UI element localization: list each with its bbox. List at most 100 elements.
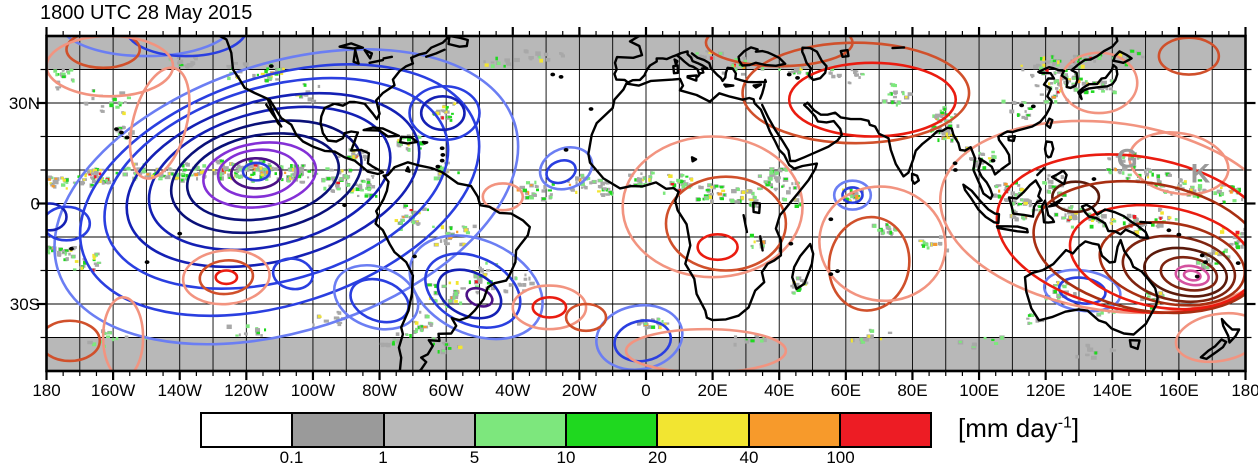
lat-tick-label: 30S (10, 295, 40, 314)
contour-line (1174, 264, 1210, 287)
coastline-path (1080, 203, 1150, 240)
colorbar-segment (291, 414, 383, 446)
map-body: GK (46, 36, 1246, 371)
coastline-path (891, 46, 906, 50)
coastline-path (425, 48, 446, 58)
contour-line (1174, 311, 1246, 364)
coastline-path (1199, 338, 1228, 361)
coastline-path (1077, 63, 1119, 101)
coastline-path (1139, 220, 1152, 225)
coastline-path (1047, 197, 1063, 208)
contour-line (621, 135, 804, 279)
contour-line (65, 36, 142, 70)
contour-line (1159, 255, 1219, 292)
contour-line (126, 36, 246, 58)
contour-line (613, 319, 673, 363)
coastline-path (218, 36, 451, 176)
lon-tick-label: 100E (959, 381, 999, 400)
contour-line (465, 286, 494, 308)
unit-suffix: ] (1071, 413, 1080, 443)
colorbar-unit-label: [mm day-1] (958, 413, 1079, 444)
coastline-path (405, 166, 411, 173)
colorbar-boundary-label: 100 (826, 448, 855, 464)
contour-line (1059, 51, 1139, 115)
coastline-path (368, 58, 385, 64)
contour-line (787, 61, 958, 138)
lon-tick-label: 80W (362, 381, 397, 400)
coastline-path (801, 46, 828, 82)
contour-line (841, 186, 864, 205)
coastline-path (1220, 317, 1241, 344)
coastline-path (723, 83, 735, 88)
contour-line (185, 132, 341, 222)
coastline-path (675, 50, 709, 78)
coastline-path (690, 156, 698, 163)
contour-line (169, 119, 363, 235)
contour-line (419, 95, 466, 132)
lon-tick-label: 60W (429, 381, 464, 400)
contour-line (511, 284, 588, 331)
colorbar-segment (565, 414, 657, 446)
contour-line (995, 153, 1246, 315)
contour-line (198, 259, 255, 296)
lon-tick-label: 120W (224, 381, 268, 400)
contour-line (408, 84, 481, 142)
colorbar-segment (747, 414, 839, 446)
lon-tick-label: 40E (764, 381, 794, 400)
anomaly-contours (46, 36, 1246, 371)
coastline-path (1007, 179, 1043, 218)
coastline-path (752, 201, 762, 215)
coastline-path (374, 161, 531, 371)
contour-line (46, 36, 175, 98)
coastlines (218, 36, 1241, 371)
map-annotation-letter: K (1191, 158, 1211, 188)
contour-line (181, 248, 271, 306)
contour-line (1157, 36, 1221, 76)
colorbar-boundary-label: 1 (378, 448, 388, 464)
contour-line (818, 185, 947, 303)
contour-line (202, 141, 318, 209)
lon-tick-label: 60E (831, 381, 861, 400)
contour-line (101, 296, 145, 371)
lon-tick-label: 0 (641, 381, 650, 400)
contour-line (271, 257, 315, 291)
lon-tick-label: 160E (1159, 381, 1199, 400)
coastline-path (839, 48, 850, 58)
coastline-path (1045, 117, 1054, 129)
contour-line (827, 215, 911, 312)
colorbar-segment (473, 414, 565, 446)
contour-line (230, 156, 283, 190)
contour-line (46, 202, 68, 232)
contour-line (65, 36, 228, 58)
coastline-path (382, 55, 394, 60)
contour-line (1121, 234, 1237, 303)
lon-tick-label: 180 (32, 381, 60, 400)
lon-tick-label: 120E (1026, 381, 1066, 400)
contour-line (241, 161, 271, 182)
contour-line (1051, 180, 1101, 214)
colorbar-boundary-label: 20 (648, 448, 667, 464)
colorbar-boundary-label: 0.1 (279, 448, 304, 464)
contour-line (46, 205, 92, 242)
colorbar-segment (382, 414, 474, 446)
contour-line (564, 302, 608, 333)
island-dots (69, 64, 1241, 279)
lat-tick-label: 0 (31, 195, 40, 214)
coastline-path (1043, 140, 1055, 159)
coastline-path (690, 52, 768, 100)
contour-line (545, 159, 577, 185)
lon-tick-label: 20W (562, 381, 597, 400)
contour-line (53, 48, 520, 346)
contour-line (832, 179, 873, 211)
contour-line (1182, 269, 1202, 282)
coastline-path (686, 74, 698, 82)
lon-tick-label: 140W (158, 381, 202, 400)
colorbar-boundary-label: 40 (739, 448, 759, 464)
coastline-path (910, 172, 920, 185)
contour-line (938, 119, 1246, 315)
contour-line (531, 296, 568, 319)
contour-line (128, 66, 191, 180)
unit-exponent: -1 (1057, 414, 1072, 432)
contour-line (436, 268, 503, 320)
colorbar-boundary-label: 5 (469, 448, 480, 464)
